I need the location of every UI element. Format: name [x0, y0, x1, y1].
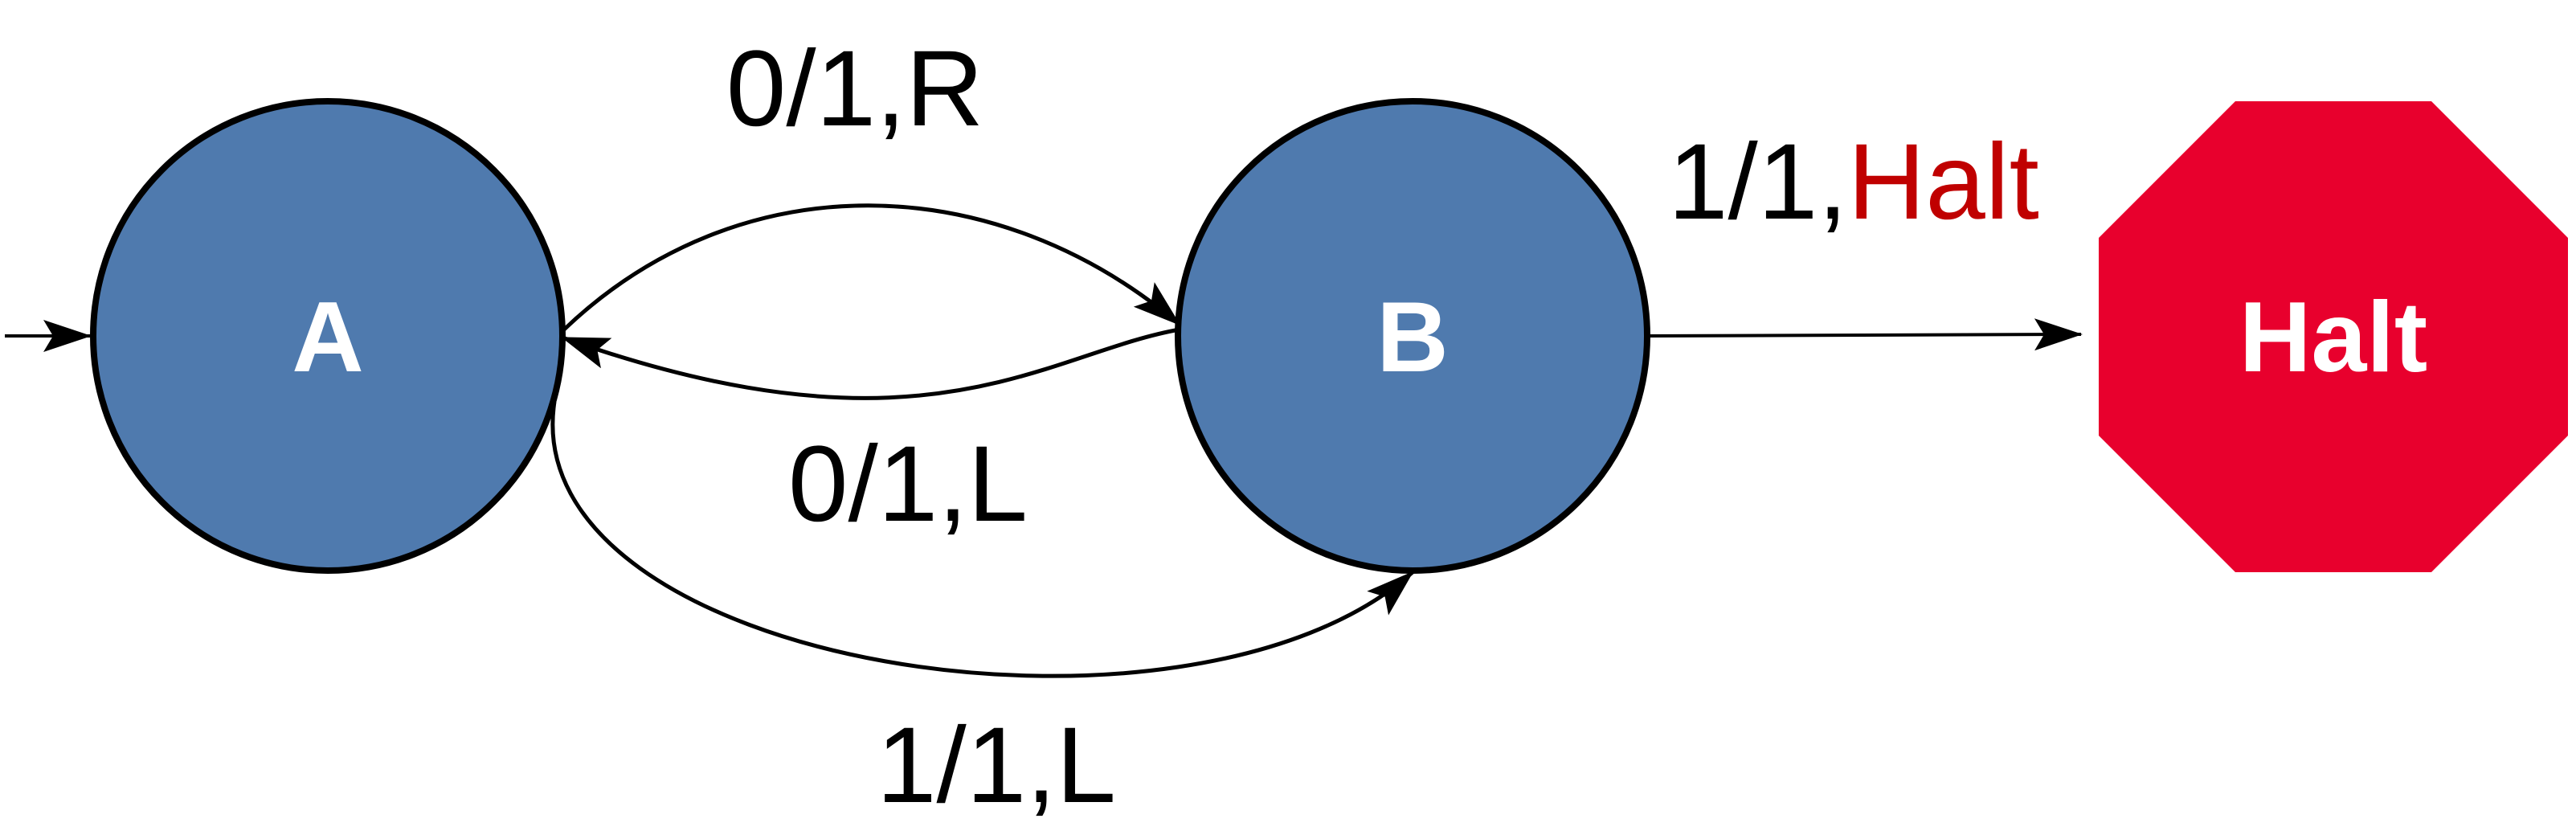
edge-b-to-halt: [1646, 318, 2083, 351]
label-b-to-halt-suffix: Halt: [1848, 122, 2039, 242]
edge-a-to-b: [561, 203, 1181, 333]
state-a[interactable]: A: [90, 98, 566, 574]
label-a-to-b-lower: 1/1,L: [877, 706, 1116, 825]
label-a-to-b-prefix: 0/1,: [726, 29, 906, 149]
state-a-circle: [90, 98, 566, 574]
label-b-to-halt: 1/1,Halt: [1668, 122, 2039, 242]
edge-b-to-a: [561, 327, 1180, 400]
edge-a-to-b-lower: [550, 401, 1414, 678]
label-a-to-b: 0/1,R: [726, 29, 983, 149]
label-b-to-a-prefix: 0/1,: [788, 424, 968, 544]
state-b-label: B: [1376, 282, 1449, 393]
label-a-to-b-lower-prefix: 1/1,: [877, 706, 1057, 825]
label-b-to-a-suffix: L: [967, 424, 1028, 544]
state-b-circle: [1175, 98, 1650, 574]
label-b-to-a: 0/1,L: [788, 424, 1028, 544]
state-b[interactable]: B: [1175, 98, 1650, 574]
state-halt-label: Halt: [2239, 282, 2427, 393]
state-halt[interactable]: Halt: [2099, 101, 2568, 572]
state-a-label: A: [292, 282, 364, 393]
label-a-to-b-lower-suffix: L: [1056, 706, 1116, 825]
label-b-to-halt-prefix: 1/1,: [1668, 122, 1848, 242]
halt-octagon: [2099, 101, 2568, 572]
label-a-to-b-suffix: R: [906, 29, 983, 149]
